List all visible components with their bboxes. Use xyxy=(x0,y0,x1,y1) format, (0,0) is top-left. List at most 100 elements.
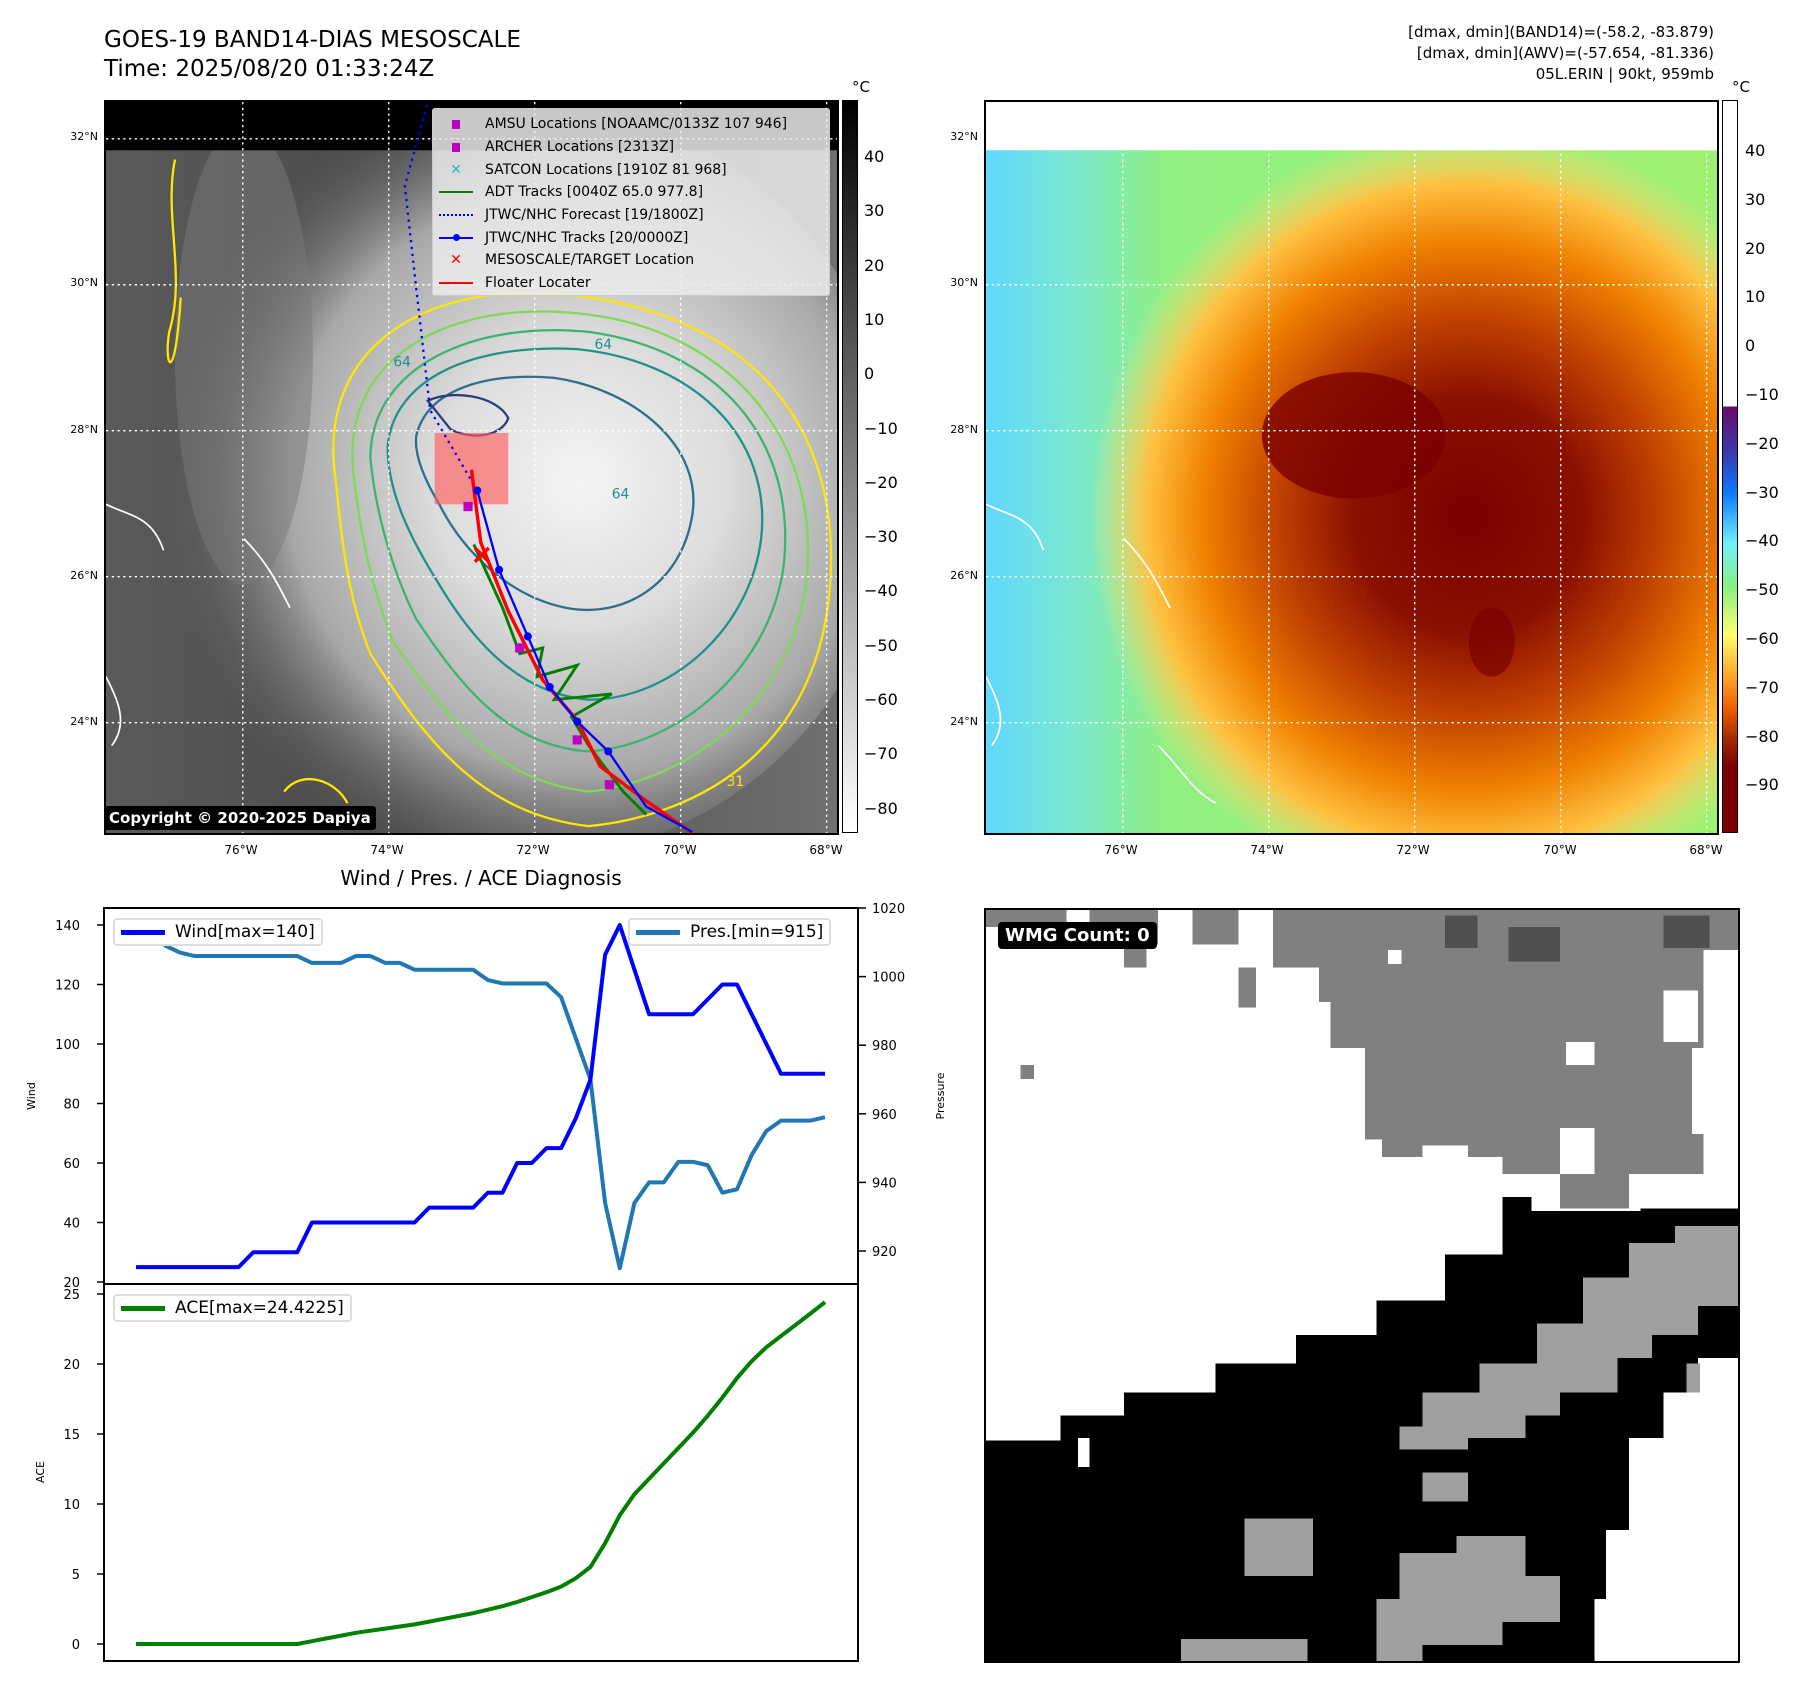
colorbar-tick-label: 10 xyxy=(1745,287,1766,307)
colorbar-tick-label: −30 xyxy=(1745,482,1779,502)
lon-tick-label: 72°W xyxy=(1396,843,1430,857)
wind-tick-label: 40 xyxy=(63,1217,80,1232)
wmg-gray-region xyxy=(986,910,1738,1209)
line-marker-icon xyxy=(439,185,473,199)
colorbar-tick-label: 30 xyxy=(1745,189,1766,209)
lon-tick-label: 68°W xyxy=(1689,843,1723,857)
stats-block: [dmax, dmin](BAND14)=(-58.2, -83.879) [d… xyxy=(1408,22,1714,85)
wind-tick-label: 60 xyxy=(63,1157,80,1172)
lon-tick-label: 68°W xyxy=(809,843,843,857)
colorbar-tick-label: −90 xyxy=(1745,775,1779,795)
contour-labels: 64 64 64 31 xyxy=(393,337,744,790)
pressure-legend: Pres.[min=915] xyxy=(628,918,832,946)
forecast-track xyxy=(403,102,479,492)
colorbar-tick-label: 40 xyxy=(1745,141,1766,160)
legend-label: MESOSCALE/TARGET Location xyxy=(485,252,695,269)
lon-tick-label: 76°W xyxy=(224,843,258,857)
colorbar-tick-label: −60 xyxy=(1745,629,1779,648)
wind-tick-label: 20 xyxy=(63,1276,80,1291)
lat-tick-label: 32°N xyxy=(950,130,978,143)
stats-awv: [dmax, dmin](AWV)=(-57.654, -81.336) xyxy=(1416,44,1714,62)
colorbar-tick-label: 0 xyxy=(864,364,875,384)
lat-tick-label: 28°N xyxy=(70,423,98,436)
line-marker-icon xyxy=(439,231,473,245)
colorbar-tick-label: −80 xyxy=(1745,726,1779,746)
colorbar-tick-label: 40 xyxy=(864,147,885,166)
lat-tick-label: 30°N xyxy=(70,276,98,289)
lat-tick-label: 26°N xyxy=(70,569,98,582)
wind-line xyxy=(136,923,825,1270)
cloud-band xyxy=(174,124,313,585)
lat-tick-label: 24°N xyxy=(70,715,98,728)
ace-tick-label: 0 xyxy=(72,1638,80,1653)
contour-label: 64 xyxy=(594,337,612,353)
legend-item: ✕ SATCON Locations [1910Z 81 968] xyxy=(439,158,823,181)
colorbar-tick-label: 20 xyxy=(1745,238,1766,258)
legend-label: SATCON Locations [1910Z 81 968] xyxy=(485,161,727,178)
ace-tick-label: 15 xyxy=(63,1428,80,1443)
ace-tick-label: 20 xyxy=(63,1358,80,1373)
stats-band14: [dmax, dmin](BAND14)=(-58.2, -83.879) xyxy=(1408,23,1714,41)
storm-eye-region xyxy=(1261,372,1446,499)
legend-item: ✕ MESOSCALE/TARGET Location xyxy=(439,249,823,272)
awv-map-panel xyxy=(984,100,1719,835)
legend-item: Floater Locater xyxy=(439,272,823,295)
colorbar-tick-label: −70 xyxy=(1745,677,1779,697)
square-marker-icon xyxy=(439,140,473,154)
awv-colorbar-unit: °C xyxy=(1732,78,1750,96)
title-text: GOES-19 BAND14-DIAS MESOSCALE xyxy=(104,27,521,53)
wind-legend: Wind[max=140] xyxy=(113,918,323,946)
awv-colorbar xyxy=(1722,100,1738,833)
legend-item: AMSU Locations [NOAAMC/0133Z 107 946] xyxy=(439,113,823,136)
pressure-line xyxy=(136,923,826,1271)
colorbar-tick-label: −60 xyxy=(864,690,898,709)
colorbar-tick-label: 10 xyxy=(864,309,885,329)
legend-label: JTWC/NHC Forecast [19/1800Z] xyxy=(485,207,704,224)
colorbar-tick-label: −50 xyxy=(864,635,898,655)
x-marker-icon: ✕ xyxy=(450,161,462,178)
time-text: Time: 2025/08/20 01:33:24Z xyxy=(104,56,435,82)
wind-tick-label: 80 xyxy=(63,1098,80,1113)
legend-label: ADT Tracks [0040Z 65.0 977.8] xyxy=(485,184,704,201)
line-marker-icon xyxy=(439,208,473,222)
wind-legend-label: Wind[max=140] xyxy=(175,922,315,942)
ace-legend: ACE[max=24.4225] xyxy=(113,1294,352,1322)
ace-legend-label: ACE[max=24.4225] xyxy=(175,1298,344,1318)
ace-tick-label: 25 xyxy=(63,1288,80,1303)
legend-item: ADT Tracks [0040Z 65.0 977.8] xyxy=(439,181,823,204)
line-marker-icon xyxy=(439,276,473,290)
lon-tick-label: 76°W xyxy=(1104,843,1138,857)
lat-tick-label: 32°N xyxy=(70,130,98,143)
pressure-tick-label: 940 xyxy=(872,1176,897,1191)
floater-box xyxy=(434,433,509,505)
pressure-tick-label: 980 xyxy=(872,1039,897,1054)
wind-tick-label: 120 xyxy=(55,979,80,994)
wmg-panel xyxy=(984,908,1740,1663)
wmg-dark-region xyxy=(1445,915,1710,962)
colorbar-tick-label: −70 xyxy=(864,744,898,764)
lon-tick-label: 72°W xyxy=(516,843,550,857)
colorbar-tick-label: −80 xyxy=(864,798,898,818)
storm-info: 05L.ERIN | 90kt, 959mb xyxy=(1535,65,1714,83)
lon-tick-label: 74°W xyxy=(370,843,404,857)
colorbar-tick-label: −20 xyxy=(1745,433,1779,453)
wmg-white-holes xyxy=(1387,950,1698,1175)
legend-label: Floater Locater xyxy=(485,275,591,292)
target-x-marker xyxy=(473,546,490,563)
lon-tick-label: 74°W xyxy=(1250,843,1284,857)
colorbar-tick-label: −30 xyxy=(864,527,898,547)
nhc-track xyxy=(476,490,693,833)
wind-tick-label: 100 xyxy=(55,1038,80,1053)
contour-label: 64 xyxy=(393,354,411,370)
pressure-tick-label: 1020 xyxy=(872,902,905,917)
lat-tick-label: 26°N xyxy=(950,569,978,582)
figure-title: GOES-19 BAND14-DIAS MESOSCALE Time: 2025… xyxy=(104,26,521,84)
awv-map xyxy=(986,102,1717,833)
chart-title: Wind / Pres. / ACE Diagnosis xyxy=(340,866,622,890)
legend-item: JTWC/NHC Forecast [19/1800Z] xyxy=(439,204,823,227)
colorbar-tick-label: 20 xyxy=(864,255,885,275)
wmg-white-patches xyxy=(986,1369,1738,1661)
ir-colorbar xyxy=(842,100,858,833)
gridlines xyxy=(986,102,1717,833)
lat-tick-label: 28°N xyxy=(950,423,978,436)
